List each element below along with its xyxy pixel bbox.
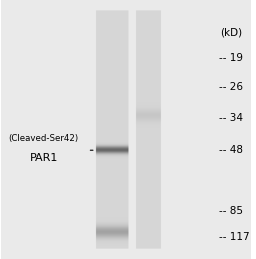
Text: (Cleaved-Ser42): (Cleaved-Ser42) <box>9 134 79 143</box>
Text: -- 19: -- 19 <box>219 53 243 63</box>
Text: -- 34: -- 34 <box>219 113 243 123</box>
Text: -- 26: -- 26 <box>219 82 243 92</box>
Text: (kD): (kD) <box>220 27 242 37</box>
Text: -- 48: -- 48 <box>219 145 243 155</box>
Text: PAR1: PAR1 <box>30 153 58 163</box>
Text: -- 85: -- 85 <box>219 206 243 216</box>
Text: -- 117: -- 117 <box>219 232 249 242</box>
